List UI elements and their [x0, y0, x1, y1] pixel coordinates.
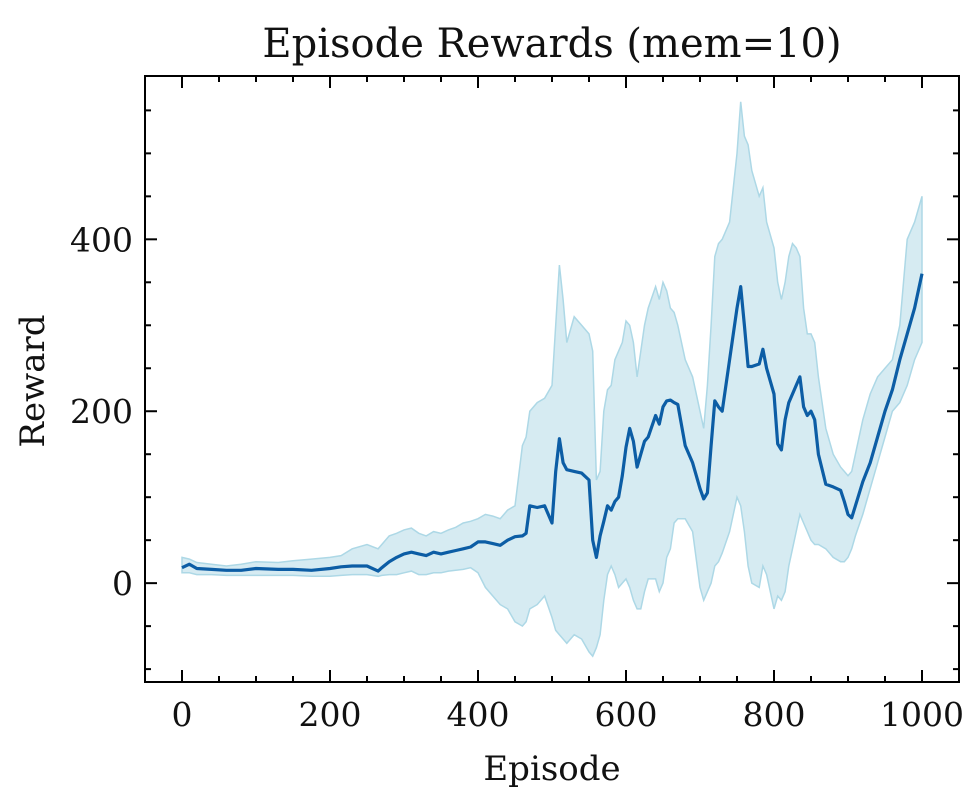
y-axis-label: Reward — [13, 314, 53, 447]
plot-frame — [144, 75, 960, 683]
plot-area — [181, 101, 924, 658]
x-tick-label: 1000 — [880, 695, 964, 734]
y-tick-label: 200 — [70, 392, 133, 431]
chart-title: Episode Rewards (mem=10) — [262, 21, 841, 67]
x-tick-label: 800 — [743, 695, 806, 734]
x-tick-label: 400 — [447, 695, 510, 734]
x-axis-label: Episode — [483, 749, 620, 789]
mean-reward-line — [181, 273, 924, 573]
axis-ticks: 0 200 400 600 800 1000 0 200 400 — [70, 76, 964, 734]
y-tick-label: 400 — [70, 220, 133, 259]
x-tick-label: 200 — [299, 695, 362, 734]
x-tick-label: 600 — [595, 695, 658, 734]
y-tick-label: 0 — [112, 564, 133, 603]
x-tick-label: 0 — [172, 695, 193, 734]
confidence-band — [181, 101, 923, 658]
